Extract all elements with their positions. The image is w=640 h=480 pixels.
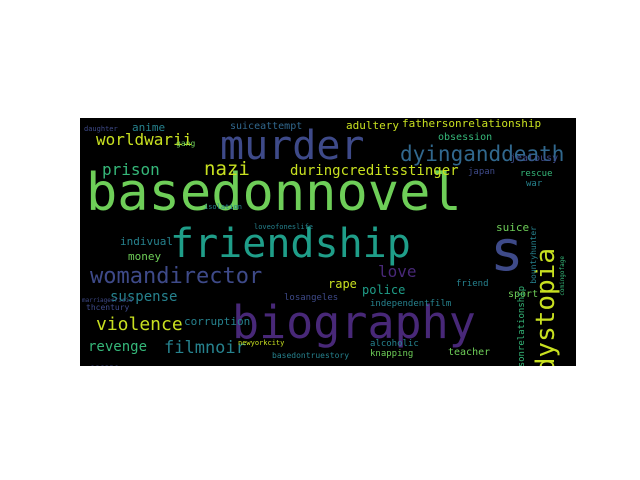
word-japan: japan [468, 167, 496, 177]
word-adultery: adultery [346, 119, 399, 132]
word-violence: violence [96, 314, 183, 335]
word-isolation: isolation [204, 203, 242, 211]
word-corruption: corruption [184, 315, 251, 328]
word-money: money [128, 250, 162, 263]
word-losangeles: losangeles [284, 293, 339, 303]
word-marriagecrisis: marriagecrisis [82, 297, 133, 304]
word-daughter: daughter [84, 125, 118, 133]
word-gang: gang [176, 139, 196, 148]
word-rescue: rescue [520, 169, 553, 179]
word-thcentury: thcentury [86, 303, 130, 312]
word-nazi: nazi [204, 158, 250, 180]
word-cloud: basedonnovel friendship murder biography… [80, 118, 576, 366]
word-basedonnovel: basedonnovel [86, 163, 462, 223]
word-filmnoir: filmnoir [164, 338, 246, 358]
word-teacher: teacher [448, 347, 491, 358]
word-basedontruestory: basedontruestory [272, 351, 350, 360]
word-suice: suice [496, 221, 530, 234]
word-indivual: indivual [120, 235, 173, 248]
word-love: love [378, 262, 417, 281]
word-fathersonrelationship: fathersonrelationship [402, 118, 542, 130]
word-escape: escape [90, 364, 119, 367]
word-biography: biography [232, 296, 476, 349]
word-worldwarii: worldwarii [96, 130, 193, 149]
word-knapping: knapping [370, 349, 414, 359]
word-suiceattempt: suiceattempt [230, 121, 303, 132]
word-murder: murder [220, 123, 365, 169]
word-war: war [526, 179, 543, 189]
word-sport: sport [508, 289, 539, 300]
word-newyorkcity: newyorkcity [238, 339, 285, 347]
word-duringcreditsstinger: duringcreditsstinger [290, 163, 459, 179]
word-revenge: revenge [88, 339, 148, 355]
word-suspense: suspense [110, 289, 178, 305]
word-loveofoneslife: loveofoneslife [254, 223, 314, 231]
word-womandirector: womandirector [90, 264, 263, 289]
word-friend: friend [456, 279, 489, 289]
word-alcoholic: alcoholic [370, 339, 419, 349]
word-comingofage: comingofage [559, 256, 566, 296]
word-bountyhunter: bountyhunter [529, 226, 538, 284]
word-police: police [362, 283, 406, 297]
word-s: s [490, 219, 524, 284]
word-dyinganddeath: dyinganddeath [400, 142, 565, 166]
word-obsession: obsession [438, 132, 493, 143]
word-friendship: friendship [170, 221, 411, 267]
word-mothersonrelationship: mothersonrelationship [517, 286, 527, 366]
word-rape: rape [328, 277, 357, 291]
word-jealousy: jealousy [510, 153, 559, 164]
word-anime: anime [132, 121, 166, 134]
word-independentfilm: independentfilm [370, 299, 452, 309]
word-prison: prison [102, 160, 160, 179]
